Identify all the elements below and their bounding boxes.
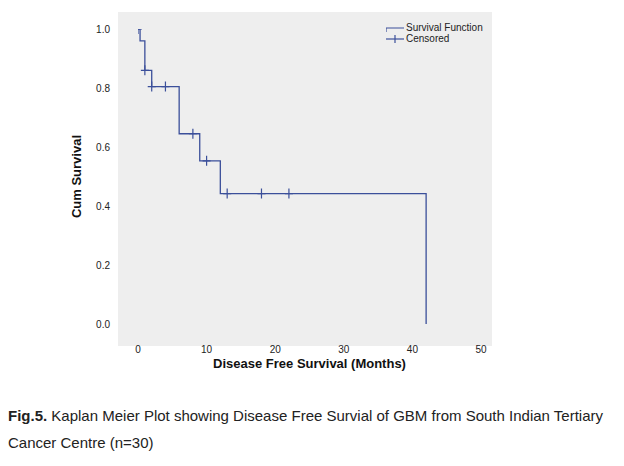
svg-text:0.0: 0.0 — [96, 319, 110, 330]
html-text:Fig.5. Kaplan Meier Plot showi: Fig.5. Kaplan Meier Plot showing Disease… — [8, 407, 603, 451]
svg-text:50: 50 — [475, 344, 487, 355]
svg-text:Disease Free Survival (Months): Disease Free Survival (Months) — [213, 356, 406, 371]
svg-text:20: 20 — [270, 344, 282, 355]
svg-text:30: 30 — [338, 344, 350, 355]
html-text:Censored: Censored — [406, 33, 450, 44]
svg-text:0.6: 0.6 — [96, 142, 110, 153]
svg-text:10: 10 — [201, 344, 213, 355]
html-text:Survival Function: Survival Function — [406, 22, 483, 33]
svg-text:0.4: 0.4 — [96, 201, 110, 212]
svg-text:0: 0 — [135, 344, 141, 355]
svg-text:0.8: 0.8 — [96, 83, 110, 94]
svg-text:40: 40 — [407, 344, 419, 355]
svg-text:0.2: 0.2 — [96, 260, 110, 271]
svg-text:1.0: 1.0 — [96, 24, 110, 35]
svg-text:Cum Survival: Cum Survival — [69, 135, 84, 218]
